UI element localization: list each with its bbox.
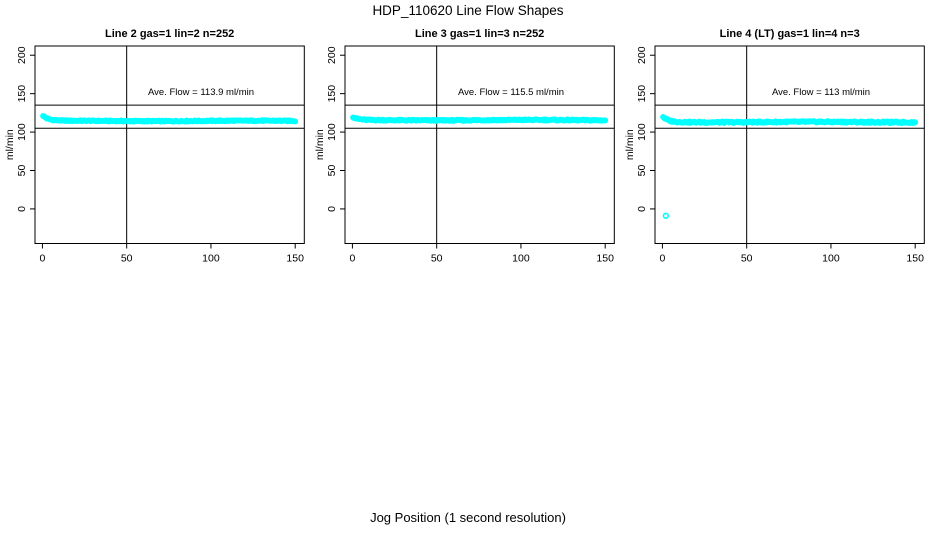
panel-1: 0 50 100 150 0 50 100 150 200 ml/min Line 2 gas=1 … bbox=[4, 28, 305, 265]
y-tick-label: 50 bbox=[326, 164, 338, 176]
data-point bbox=[292, 118, 299, 125]
x-tick-label: 100 bbox=[822, 253, 840, 265]
x-tick-label: 50 bbox=[121, 253, 133, 265]
y-axis-title: ml/min bbox=[4, 129, 16, 160]
y-axis-title: ml/min bbox=[314, 129, 326, 160]
y-tick-label: 0 bbox=[636, 206, 648, 212]
y-tick-label: 150 bbox=[636, 85, 648, 103]
y-tick-label: 0 bbox=[326, 206, 338, 212]
y-tick-label: 150 bbox=[326, 85, 338, 103]
data-point bbox=[602, 117, 609, 124]
y-axis-title: ml/min bbox=[624, 129, 636, 160]
data-points bbox=[40, 113, 299, 125]
data-points bbox=[660, 114, 919, 126]
x-tick-label: 0 bbox=[39, 253, 45, 265]
data-points bbox=[350, 114, 609, 124]
outlier-point bbox=[662, 212, 669, 220]
x-tick-label: 0 bbox=[659, 253, 665, 265]
ave-flow-annotation: Ave. Flow = 113.9 ml/min bbox=[148, 87, 254, 98]
x-tick-label: 150 bbox=[906, 253, 924, 265]
plot-box bbox=[34, 45, 305, 244]
y-tick-label: 200 bbox=[636, 46, 648, 64]
x-axis-title: Jog Position (1 second resolution) bbox=[370, 510, 566, 525]
x-tick-label: 0 bbox=[349, 253, 355, 265]
panel-title: Line 3 gas=1 lin=3 n=252 bbox=[415, 28, 544, 40]
panel-title: Line 2 gas=1 lin=2 n=252 bbox=[105, 28, 234, 40]
plot-box bbox=[654, 45, 925, 244]
y-tick-label: 50 bbox=[636, 164, 648, 176]
y-tick-label: 200 bbox=[326, 46, 338, 64]
x-tick-label: 150 bbox=[286, 253, 304, 265]
y-tick-label: 200 bbox=[16, 46, 28, 64]
panel-2: 0 50 100 150 0 50 100 150 200 ml/min Line 3 gas=1 … bbox=[314, 28, 615, 265]
y-tick-label: 150 bbox=[16, 85, 28, 103]
main-title: HDP_110620 Line Flow Shapes bbox=[372, 3, 563, 18]
x-tick-label: 50 bbox=[431, 253, 443, 265]
x-tick-label: 100 bbox=[512, 253, 530, 265]
x-tick-label: 150 bbox=[596, 253, 614, 265]
panel-3: 0 50 100 150 0 50 100 150 200 ml/min Line 4 (LT) g… bbox=[624, 28, 925, 265]
ave-flow-annotation: Ave. Flow = 113 ml/min bbox=[772, 87, 870, 98]
y-tick-label: 100 bbox=[636, 123, 648, 141]
data-point bbox=[912, 119, 919, 126]
x-tick-label: 100 bbox=[202, 253, 220, 265]
panel-title: Line 4 (LT) gas=1 lin=4 n=3 bbox=[720, 28, 860, 40]
y-tick-label: 100 bbox=[326, 123, 338, 141]
y-tick-label: 0 bbox=[16, 206, 28, 212]
y-tick-label: 100 bbox=[16, 123, 28, 141]
y-tick-label: 50 bbox=[16, 164, 28, 176]
ave-flow-annotation: Ave. Flow = 115.5 ml/min bbox=[458, 87, 564, 98]
x-tick-label: 50 bbox=[741, 253, 753, 265]
panels-group: 0 50 100 150 0 50 100 150 200 ml/min Line 2 gas=1 … bbox=[4, 28, 925, 265]
plot-box bbox=[344, 45, 615, 244]
